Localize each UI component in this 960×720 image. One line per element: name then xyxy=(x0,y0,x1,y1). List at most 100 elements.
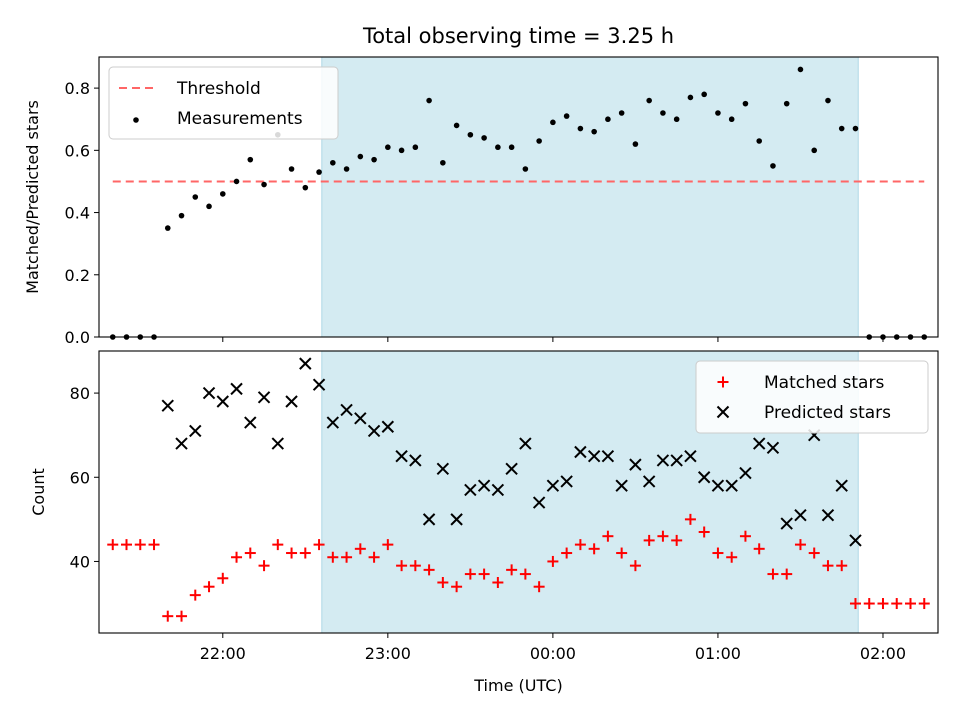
x-stroke-b xyxy=(312,378,326,391)
predicted-stars-point xyxy=(477,479,491,492)
predicted-stars-point xyxy=(189,424,202,438)
predicted-stars-point xyxy=(505,462,518,476)
predicted-stars-point xyxy=(711,479,725,492)
x-stroke-b xyxy=(505,462,518,476)
matched-stars-point xyxy=(409,560,421,572)
measurement-point xyxy=(687,94,694,101)
predicted-stars-point xyxy=(312,378,326,391)
x-stroke-b xyxy=(381,420,395,433)
legend-label: Predicted stars xyxy=(764,403,891,423)
legend: Matched stars Predicted stars xyxy=(695,360,929,434)
ratio-panel: 0.0 0.2 0.4 0.6 0.8 Threshold Measurements xyxy=(65,56,939,347)
matched-stars-point xyxy=(808,547,820,559)
y-tick-label: 0.0 xyxy=(65,328,90,347)
x-stroke-b xyxy=(560,475,573,488)
matched-stars-point xyxy=(423,564,435,576)
predicted-stars-point xyxy=(560,475,573,488)
measurement-point xyxy=(701,91,707,98)
matched-stars-point xyxy=(712,547,724,559)
y-tick-label: 40 xyxy=(70,552,90,571)
x-stroke-b xyxy=(367,424,381,438)
predicted-stars-point xyxy=(780,517,793,530)
matched-stars-point xyxy=(148,539,160,551)
matched-stars-point xyxy=(134,539,146,551)
x-stroke-b xyxy=(697,471,711,484)
x-stroke-b xyxy=(422,513,436,526)
matched-stars-point xyxy=(506,564,518,576)
matched-stars-point xyxy=(217,572,229,584)
predicted-stars-point xyxy=(849,534,862,547)
x-stroke-b xyxy=(670,454,683,467)
measurement-point xyxy=(522,166,529,172)
matched-stars-point xyxy=(492,576,504,588)
bottom-y-axis-label: Count xyxy=(29,468,48,516)
x-stroke-b xyxy=(340,403,353,417)
y-tick-label: 60 xyxy=(70,468,90,487)
predicted-stars-point xyxy=(436,462,450,476)
matched-stars-point xyxy=(574,539,586,551)
x-stroke-b xyxy=(739,466,752,480)
matched-stars-point xyxy=(272,539,284,551)
matched-stars-point xyxy=(533,581,545,593)
legend-predicted-swatch-b xyxy=(716,405,730,419)
predicted-stars-point xyxy=(684,450,697,463)
x-stroke-b xyxy=(354,412,367,425)
predicted-stars-point xyxy=(422,513,436,526)
x-stroke-b xyxy=(849,534,862,547)
predicted-stars-point xyxy=(381,420,395,433)
matched-stars-point xyxy=(341,551,353,563)
x-stroke-b xyxy=(629,458,642,471)
x-stroke-b xyxy=(271,437,285,450)
x-tick-label: 01:00 xyxy=(695,644,741,663)
matched-stars-point xyxy=(863,598,875,610)
matched-stars-point xyxy=(327,551,339,563)
legend-label: Matched stars xyxy=(764,373,884,393)
x-stroke-b xyxy=(615,479,628,492)
x-stroke-b xyxy=(189,424,202,438)
matched-stars-point xyxy=(616,547,628,559)
matched-stars-point xyxy=(657,530,669,542)
matched-stars-point xyxy=(836,560,848,572)
x-tick-label: 23:00 xyxy=(365,644,411,663)
matched-stars-point xyxy=(877,598,889,610)
measurement-point xyxy=(440,159,446,166)
x-stroke-b xyxy=(299,357,312,370)
y-tick-label: 0.6 xyxy=(65,141,90,160)
matched-stars-point xyxy=(739,530,751,542)
x-stroke-b xyxy=(161,399,174,412)
measurement-point xyxy=(536,138,542,144)
x-stroke-b xyxy=(477,479,491,492)
predicted-stars-point xyxy=(299,357,312,370)
measurement-point xyxy=(316,169,322,175)
x-stroke-b xyxy=(601,450,615,463)
matched-stars-point xyxy=(382,539,394,551)
predicted-stars-point xyxy=(175,437,188,450)
matched-stars-point xyxy=(698,526,710,538)
predicted-stars-point xyxy=(532,496,546,509)
measurement-point xyxy=(412,144,419,151)
predicted-stars-point xyxy=(725,479,738,492)
legend-box xyxy=(108,66,339,140)
legend-label: Measurements xyxy=(177,109,303,129)
predicted-stars-point xyxy=(739,466,752,480)
predicted-stars-point xyxy=(230,382,243,396)
measurement-point xyxy=(756,138,762,144)
predicted-stars-point xyxy=(450,513,463,526)
matched-stars-point xyxy=(286,547,298,559)
matched-stars-point xyxy=(519,568,531,580)
measurement-point xyxy=(288,166,295,172)
matched-stars-point xyxy=(781,568,793,580)
x-stroke-b xyxy=(464,483,477,497)
predicted-stars-point xyxy=(464,483,477,497)
count-panel: 40 60 80 22:00 23:00 00:00 01:00 02:00 Matched s… xyxy=(70,350,939,663)
x-stroke-b xyxy=(684,450,697,463)
predicted-stars-point xyxy=(257,391,271,404)
measurement-point xyxy=(770,163,776,169)
top-y-axis-label: Matched/Predicted stars xyxy=(23,100,42,294)
predicted-stars-point xyxy=(546,479,560,492)
x-stroke-b xyxy=(409,454,422,467)
x-axis-label: Time (UTC) xyxy=(473,676,562,695)
measurement-point xyxy=(426,97,432,104)
x-stroke-b xyxy=(546,479,560,492)
